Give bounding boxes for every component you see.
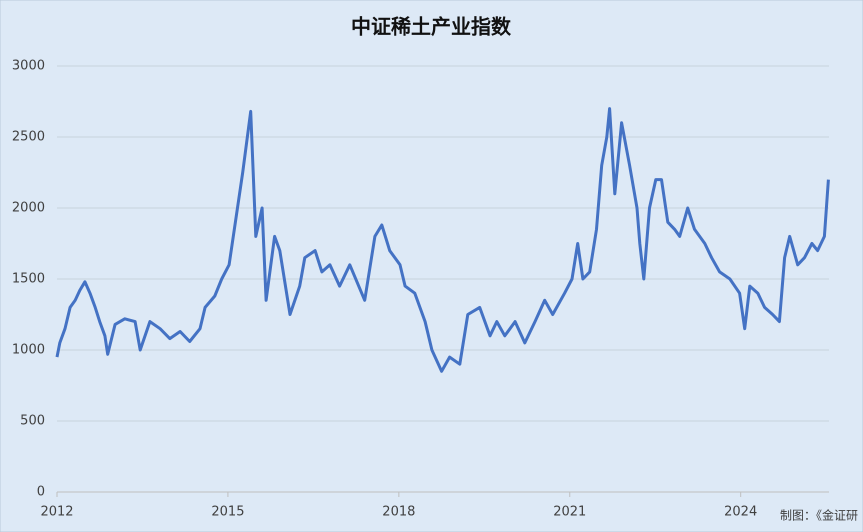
x-tick-label: 2024 bbox=[724, 505, 757, 520]
x-tick-label: 2015 bbox=[211, 505, 244, 520]
y-tick-label: 3000 bbox=[12, 59, 45, 74]
y-tick-label: 2500 bbox=[12, 130, 45, 145]
source-note: 制图：《金证研 bbox=[780, 508, 858, 523]
series-line bbox=[55, 107, 830, 373]
x-tick-label: 2018 bbox=[382, 505, 415, 520]
chart-title: 中证稀土产业指数 bbox=[351, 15, 512, 39]
y-tick-label: 1000 bbox=[12, 343, 45, 358]
x-tick-label: 2021 bbox=[553, 505, 586, 520]
x-tick-label: 2012 bbox=[40, 505, 73, 520]
y-tick-label: 1500 bbox=[12, 272, 45, 287]
y-tick-label: 2000 bbox=[12, 201, 45, 216]
y-tick-label: 0 bbox=[37, 485, 45, 500]
y-tick-label: 500 bbox=[20, 414, 45, 429]
